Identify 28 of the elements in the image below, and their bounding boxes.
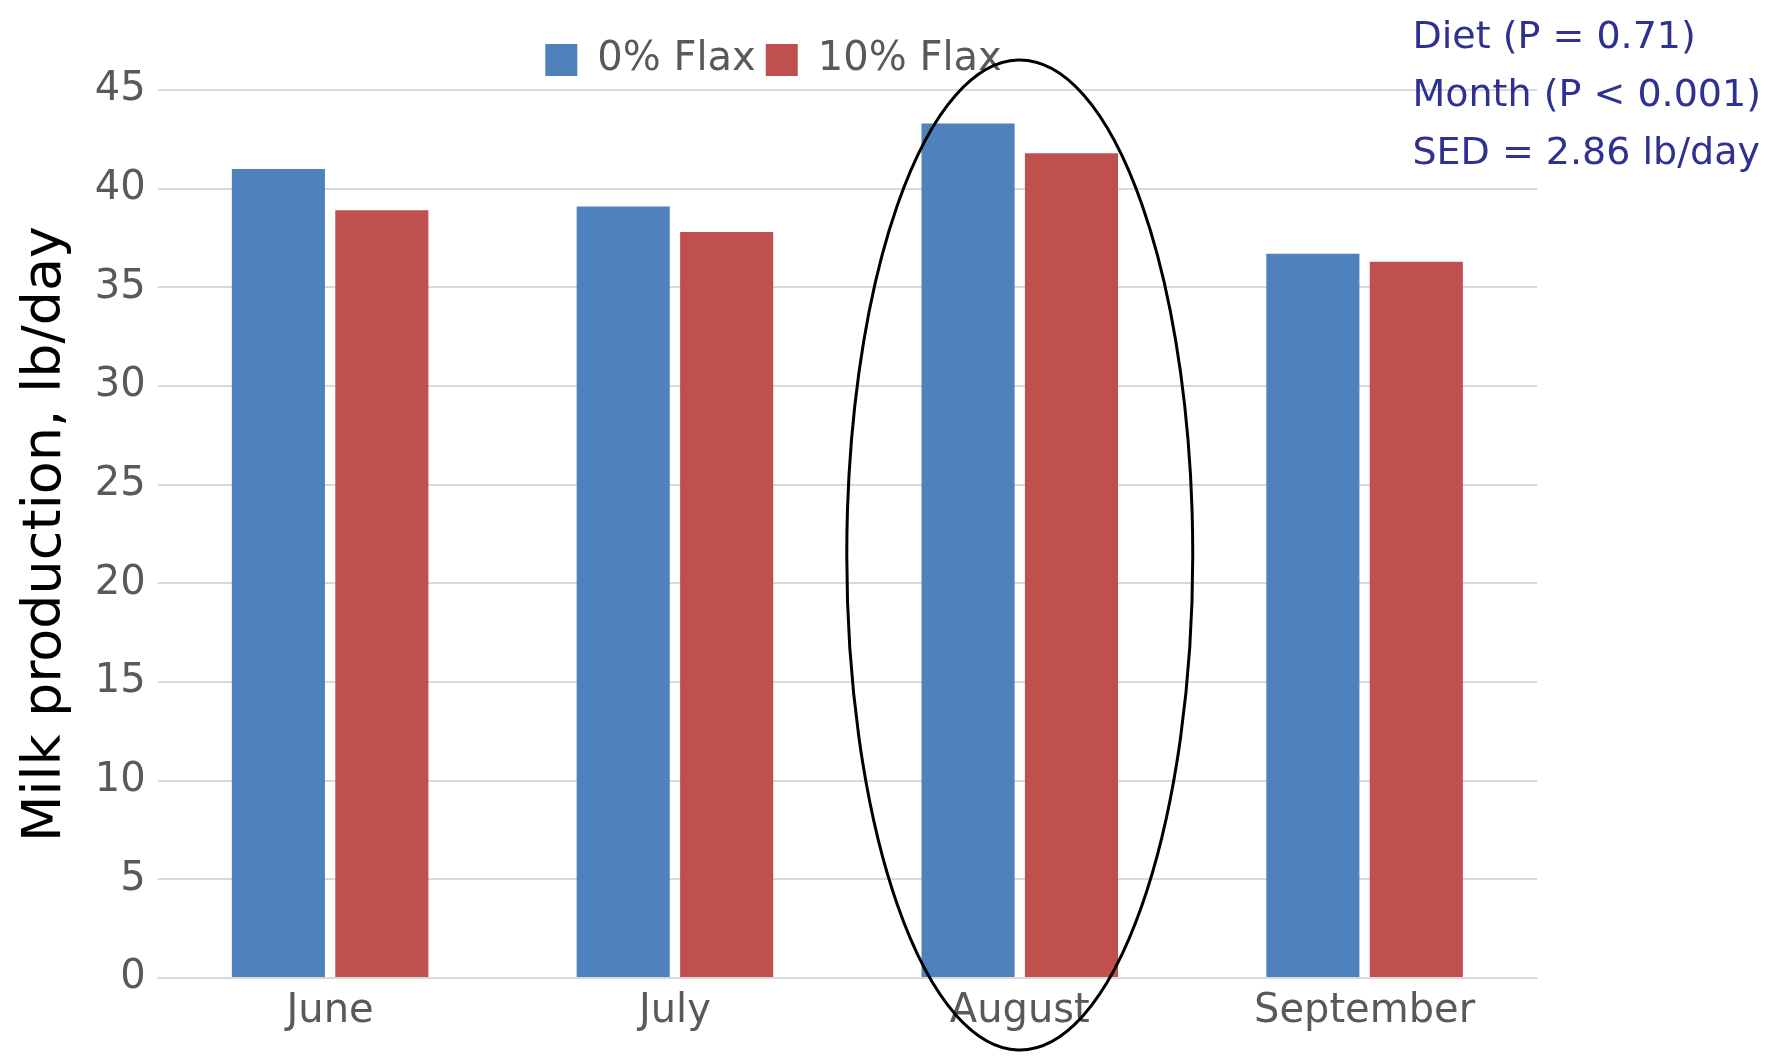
legend-label: 10% Flax: [817, 33, 1002, 80]
bar: [921, 123, 1015, 977]
bar: [1024, 153, 1119, 977]
y-tick-label: 15: [94, 655, 146, 702]
y-axis-title: Milk production, lb/day: [10, 225, 74, 843]
bar: [335, 210, 429, 977]
annotation: SED = 2.86 lb/day: [1412, 128, 1761, 175]
annotation: Month (P < 0.001): [1412, 70, 1761, 117]
x-tick-label: September: [1254, 985, 1476, 1032]
legend-label: 0% Flax: [597, 33, 756, 80]
y-tick-label: 45: [94, 63, 146, 110]
x-tick-label: July: [635, 985, 711, 1032]
x-tick-label: June: [283, 985, 374, 1032]
bar: [680, 232, 774, 977]
x-tick-label: August: [949, 985, 1090, 1032]
bar: [231, 168, 325, 977]
y-tick-label: 20: [94, 556, 146, 603]
bar: [1369, 261, 1463, 977]
y-tick-label: 5: [120, 852, 146, 899]
y-tick-label: 10: [94, 754, 146, 801]
y-tick-label: 40: [94, 162, 146, 209]
y-tick-label: 35: [94, 260, 146, 307]
y-tick-label: 30: [94, 359, 146, 406]
bar: [576, 206, 670, 977]
text: Diet (P = 0.71): [1412, 12, 1697, 59]
y-tick-label: 25: [94, 458, 146, 505]
y-tick-label: 0: [120, 951, 146, 998]
bar: [1266, 253, 1360, 977]
